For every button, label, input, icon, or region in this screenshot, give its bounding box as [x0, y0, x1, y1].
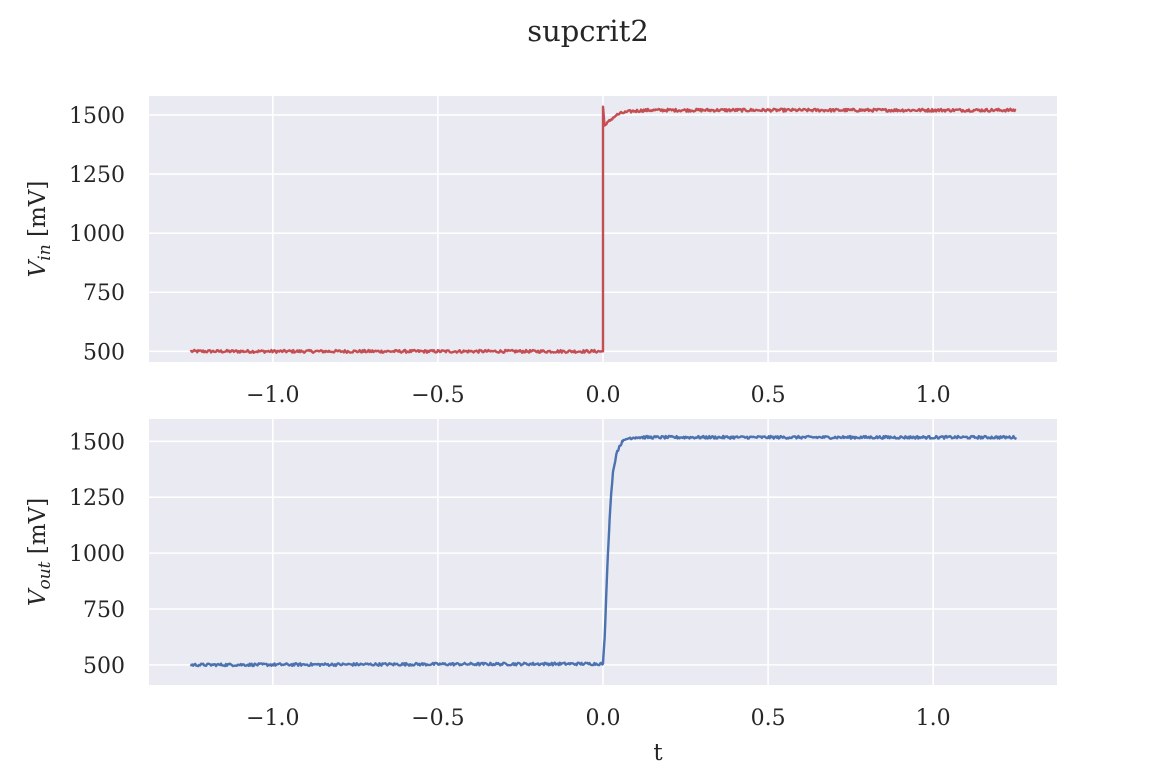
vin-x-tick-label: 0.5	[751, 383, 786, 408]
vin-x-tick-label: −0.5	[411, 383, 464, 408]
vin-y-tick-label: 1500	[69, 104, 125, 129]
vout-x-tick-label: 0.5	[751, 706, 786, 731]
vin-y-tick-label: 1000	[69, 222, 125, 247]
vout-x-tick-label: −0.5	[411, 706, 464, 731]
vout-x-axis-label: t	[653, 740, 663, 766]
vin-x-tick-label: 1.0	[916, 383, 951, 408]
vout-y-tick-label: 1500	[69, 430, 125, 455]
vout-y-tick-label: 1000	[69, 542, 125, 567]
figure-title: supcrit2	[527, 14, 649, 48]
vin-y-tick-label: 750	[83, 281, 125, 306]
vout-x-tick-label: 1.0	[916, 706, 951, 731]
vin-series-line	[189, 105, 1017, 354]
vout-y-tick-label: 750	[83, 598, 125, 623]
vin-y-axis-label: Vin [mV]	[25, 181, 55, 278]
vin-y-tick-label: 500	[83, 340, 125, 365]
vin-x-tick-label: 0.0	[586, 383, 621, 408]
vin-x-tick-label: −1.0	[246, 383, 299, 408]
vin-y-tick-label: 1250	[69, 163, 125, 188]
vout-y-axis-label: Vout [mV]	[25, 498, 55, 606]
vout-subplot: −1.0 −0.5 0.0 0.5 1.0 500 750 1000 1250 1500 Vout …	[25, 419, 1057, 766]
vin-subplot: −1.0 −0.5 0.0 0.5 1.0 500 750 1000 1250 1500 Vin […	[25, 96, 1057, 408]
vout-series-line	[189, 434, 1017, 668]
vout-y-tick-label: 1250	[69, 486, 125, 511]
vout-y-tick-label: 500	[83, 654, 125, 679]
vout-x-tick-label: 0.0	[586, 706, 621, 731]
vout-x-tick-label: −1.0	[246, 706, 299, 731]
